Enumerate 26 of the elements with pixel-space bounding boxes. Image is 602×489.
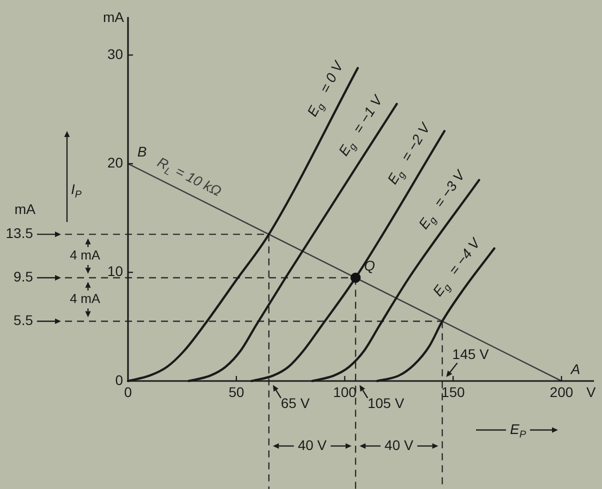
- ref-line-label: 105 V: [368, 394, 405, 411]
- y-tick-label: 30: [107, 46, 124, 62]
- x-tick-label: 50: [228, 384, 244, 400]
- ref-line-label: 9.5: [14, 268, 34, 285]
- annotation: Q: [364, 258, 376, 274]
- text: 4 mA: [70, 291, 100, 306]
- text: mA: [14, 201, 36, 218]
- x-axis-title: V: [586, 384, 596, 400]
- y-axis-title: mA: [103, 8, 125, 25]
- y-tick-label: 10: [107, 263, 124, 280]
- ref-line-label: 145 V: [452, 346, 490, 362]
- x-tick-label: 150: [441, 384, 466, 400]
- text: 40 V: [384, 436, 414, 453]
- ref-line-label: 5.5: [14, 312, 34, 328]
- x-tick-label: 200: [550, 384, 574, 400]
- text: 40 V: [298, 436, 328, 453]
- annotation: B: [137, 144, 147, 160]
- ref-line-label: 65 V: [280, 394, 310, 411]
- annotation: A: [570, 360, 580, 377]
- ref-line-label: 13.5: [6, 225, 34, 242]
- text: RL = 10 kΩ: [154, 154, 224, 200]
- y-tick-label: 20: [107, 154, 124, 171]
- text: Eg = −4 V: [429, 234, 484, 300]
- text: 4 mA: [70, 248, 100, 263]
- x-tick-label: 100: [333, 384, 357, 400]
- y-tick-label: 0: [115, 372, 124, 388]
